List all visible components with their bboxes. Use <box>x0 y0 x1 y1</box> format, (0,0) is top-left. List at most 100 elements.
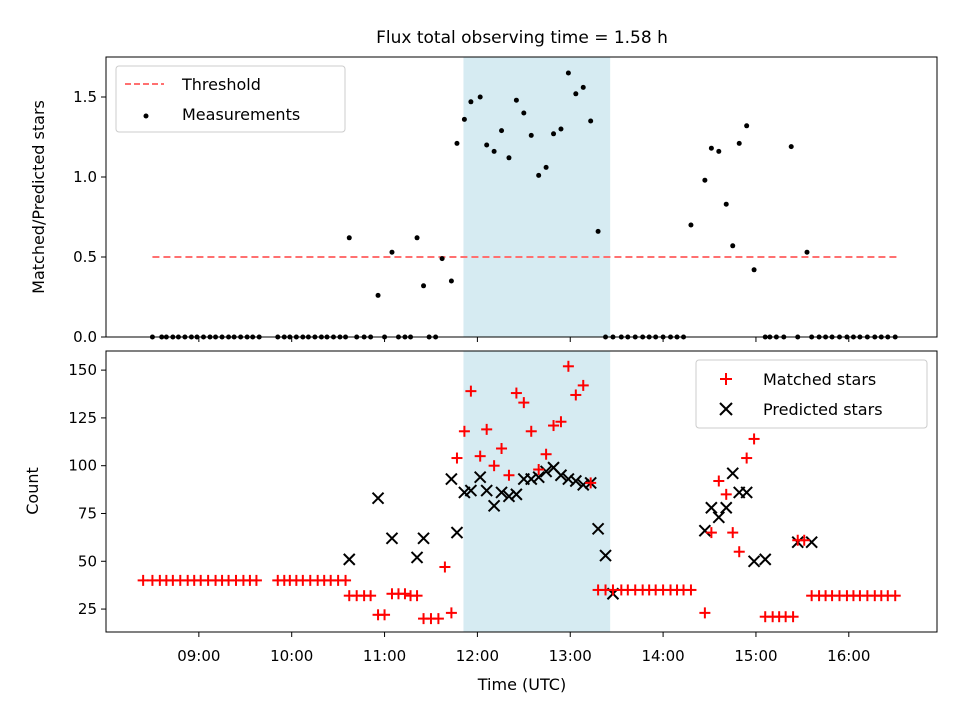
bottom-x-tick-label: 11:00 <box>363 647 406 665</box>
bottom-x-tick-label: 16:00 <box>827 647 870 665</box>
predicted-star-point <box>480 484 493 497</box>
matched-star-point <box>555 416 567 428</box>
measurement-point <box>389 249 395 255</box>
top-legend: Threshold Measurements <box>115 65 346 133</box>
bottom-x-tick-label: 15:00 <box>734 647 777 665</box>
matched-star-point <box>496 442 508 454</box>
measurement-point <box>580 84 586 90</box>
top-legend-box <box>115 65 346 133</box>
predicted-star-point <box>554 469 568 482</box>
predicted-star-point <box>445 472 458 486</box>
matched-star-point <box>439 561 451 573</box>
predicted-star-point <box>591 522 605 535</box>
matched-star-point <box>720 488 732 500</box>
matched-star-point <box>488 460 500 472</box>
measurement-point <box>439 256 445 262</box>
matched-star-point <box>340 574 352 586</box>
measurement-point <box>551 131 557 137</box>
matched-star-point <box>379 609 391 621</box>
measurement-point <box>499 128 505 134</box>
matched-star-point <box>570 389 582 401</box>
matched-star-point <box>741 452 753 464</box>
bottom-axes-frame <box>105 350 938 633</box>
measurement-point <box>558 126 564 132</box>
matched-star-point <box>577 379 589 391</box>
bottom-y-tick-label: 50 <box>78 552 97 570</box>
top-y-tick-label: 0.0 <box>73 328 97 346</box>
matched-star-point <box>533 464 545 476</box>
measurement-point <box>588 118 594 124</box>
predicted-star-point <box>705 501 718 514</box>
measurement-point <box>595 228 601 234</box>
top-y-ticks: 0.0 0.5 1.0 1.5 <box>73 88 106 346</box>
legend-predicted-label: Predicted stars <box>763 400 883 419</box>
matched-star-point <box>705 527 717 539</box>
measurement-point <box>491 148 497 154</box>
predicted-star-point <box>371 491 385 505</box>
measurements-points <box>149 70 898 340</box>
measurement-point <box>448 278 454 284</box>
top-y-tick-label: 1.0 <box>73 168 97 186</box>
measurement-point <box>788 144 794 150</box>
measurement-point <box>565 70 571 76</box>
measurement-point <box>702 177 708 183</box>
top-panel: 0.0 0.5 1.0 1.5 Matched/Predicted stars Thr… <box>29 56 938 346</box>
predicted-star-point <box>577 478 590 492</box>
matched-star-point <box>518 397 530 409</box>
bottom-x-tick-label: 12:00 <box>456 647 499 665</box>
predicted-star-point <box>417 532 430 545</box>
bottom-y-tick-label: 150 <box>68 361 97 379</box>
predicted-star-point <box>698 524 712 537</box>
measurement-point <box>573 91 579 97</box>
measurement-point <box>421 283 427 289</box>
measurement-point <box>468 99 474 105</box>
top-axes-frame <box>105 56 938 338</box>
measurement-point <box>477 94 483 100</box>
matched-star-point <box>525 425 537 437</box>
bottom-x-tick-label: 14:00 <box>641 647 684 665</box>
legend-matched-swatch <box>720 373 732 385</box>
matched-star-point <box>250 574 262 586</box>
bottom-legend: Matched stars Predicted stars <box>695 359 928 429</box>
bottom-x-ticks: 09:00 10:00 11:00 12:00 13:00 14:00 15:00 16:00 <box>177 632 870 665</box>
matched-star-point <box>137 574 149 586</box>
predicted-star-point <box>759 553 772 566</box>
matched-star-point <box>548 420 560 432</box>
bottom-y-tick-label: 75 <box>78 504 97 522</box>
matched-star-point <box>365 590 377 602</box>
predicted-star-point <box>740 486 753 499</box>
matched-star-point <box>451 452 463 464</box>
matched-star-point <box>562 360 574 372</box>
bottom-x-tick-label: 10:00 <box>270 647 313 665</box>
matched-star-point <box>458 425 470 437</box>
matched-star-point <box>474 450 486 462</box>
matched-star-point <box>481 423 493 435</box>
matched-star-point <box>727 527 739 539</box>
top-shade-region <box>463 57 611 337</box>
matched-star-point <box>503 469 515 481</box>
top-x-ticks <box>198 337 850 342</box>
bottom-x-tick-label: 09:00 <box>177 647 220 665</box>
predicted-star-point <box>450 526 464 539</box>
bottom-panel: 25 50 75 100 125 150 09:00 10:00 11:00 12:00 13:0… <box>23 350 938 694</box>
predicted-star-point <box>539 465 553 478</box>
predicted-star-point <box>599 549 612 562</box>
predicted-star-point <box>487 499 501 513</box>
legend-threshold-label: Threshold <box>181 75 261 94</box>
predicted-star-point <box>343 553 356 566</box>
measurement-point <box>688 222 694 228</box>
predicted-star-point <box>525 472 538 486</box>
measurement-point <box>346 235 352 241</box>
bottom-x-tick-label: 13:00 <box>549 647 592 665</box>
measurement-point <box>536 172 542 178</box>
measurement-point <box>708 145 714 151</box>
chart-title: Flux total observing time = 1.58 h <box>376 28 668 48</box>
measurement-point <box>521 110 527 116</box>
bottom-y-tick-label: 125 <box>68 409 97 427</box>
predicted-star-point <box>720 501 733 514</box>
predicted-star-point <box>510 488 523 501</box>
predicted-star-point <box>562 472 575 486</box>
matched-star-point <box>699 607 711 619</box>
measurement-point <box>513 97 519 103</box>
legend-measurements-label: Measurements <box>182 105 300 124</box>
